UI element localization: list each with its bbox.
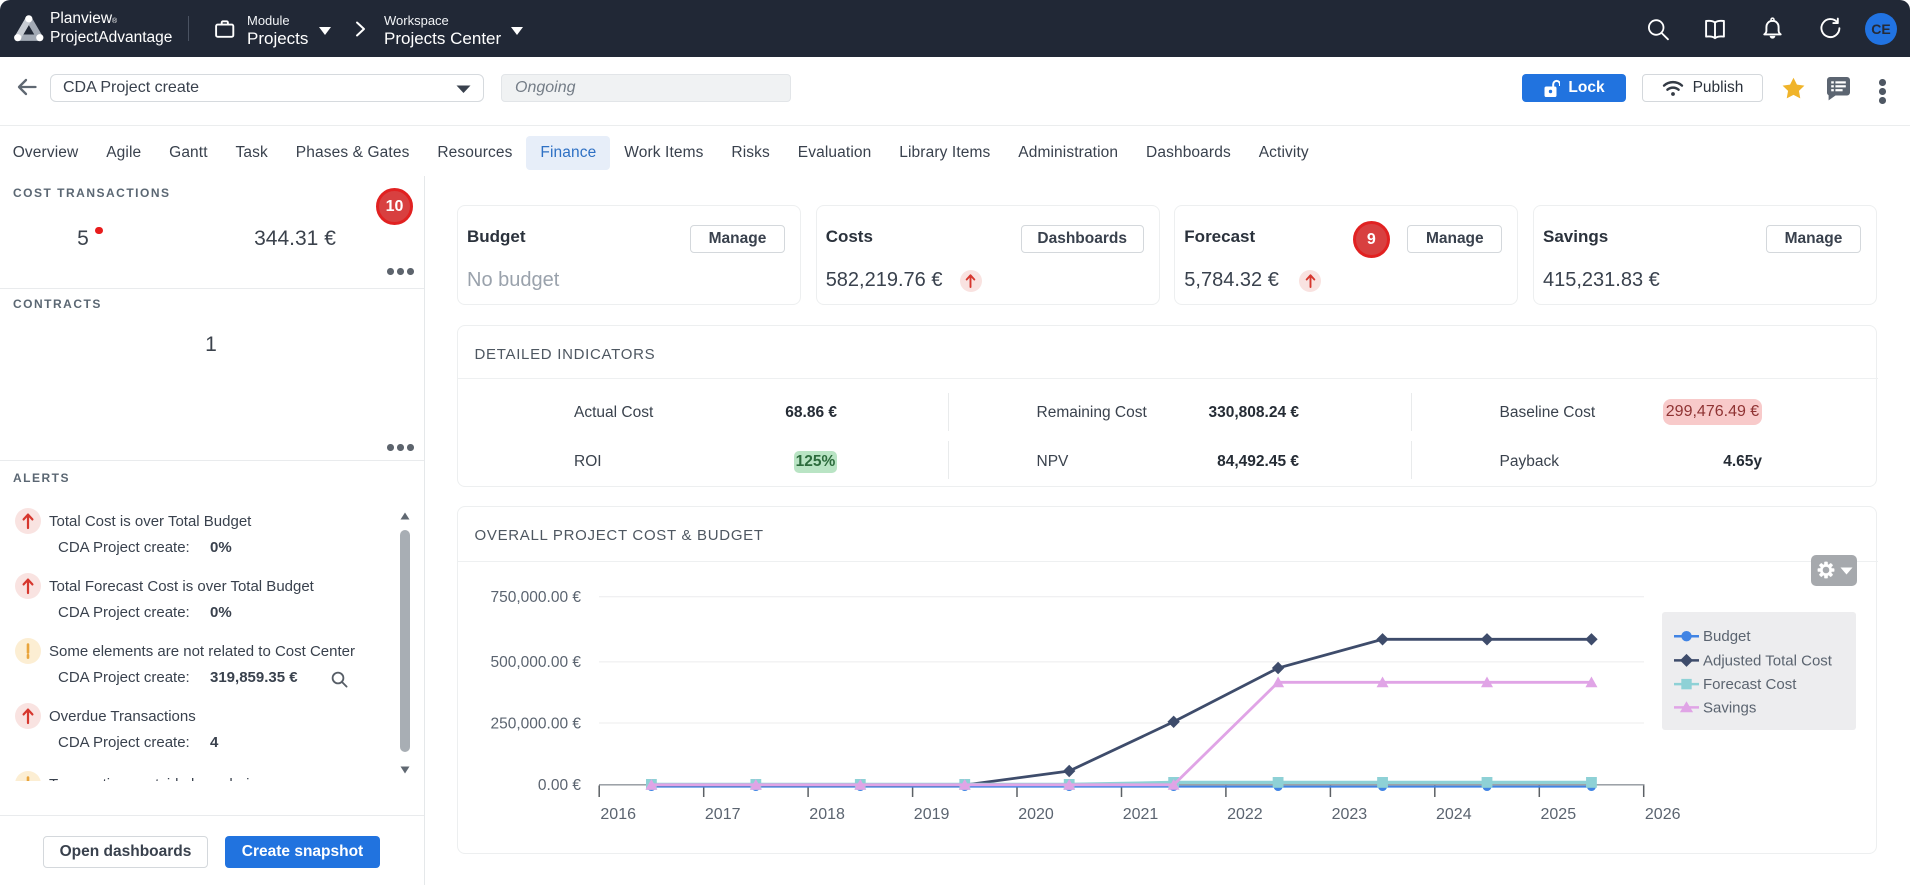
svg-text:750,000.00 €: 750,000.00 € — [490, 589, 581, 606]
svg-text:0.00 €: 0.00 € — [538, 777, 581, 794]
svg-text:Forecast Cost: Forecast Cost — [1703, 676, 1797, 693]
svg-text:2023: 2023 — [1332, 806, 1368, 823]
svg-text:2019: 2019 — [914, 806, 950, 823]
svg-text:2026: 2026 — [1645, 806, 1681, 823]
svg-text:2022: 2022 — [1227, 806, 1263, 823]
svg-text:Savings: Savings — [1703, 699, 1756, 716]
svg-text:2024: 2024 — [1436, 806, 1472, 823]
svg-text:Budget: Budget — [1703, 628, 1751, 645]
svg-text:2025: 2025 — [1541, 806, 1577, 823]
svg-text:2021: 2021 — [1123, 806, 1159, 823]
svg-text:Adjusted Total Cost: Adjusted Total Cost — [1703, 652, 1833, 669]
svg-text:2018: 2018 — [809, 806, 845, 823]
svg-text:2017: 2017 — [705, 806, 741, 823]
svg-text:500,000.00 €: 500,000.00 € — [490, 654, 581, 671]
svg-text:250,000.00 €: 250,000.00 € — [490, 715, 581, 732]
svg-text:2016: 2016 — [600, 806, 636, 823]
svg-text:2020: 2020 — [1018, 806, 1054, 823]
